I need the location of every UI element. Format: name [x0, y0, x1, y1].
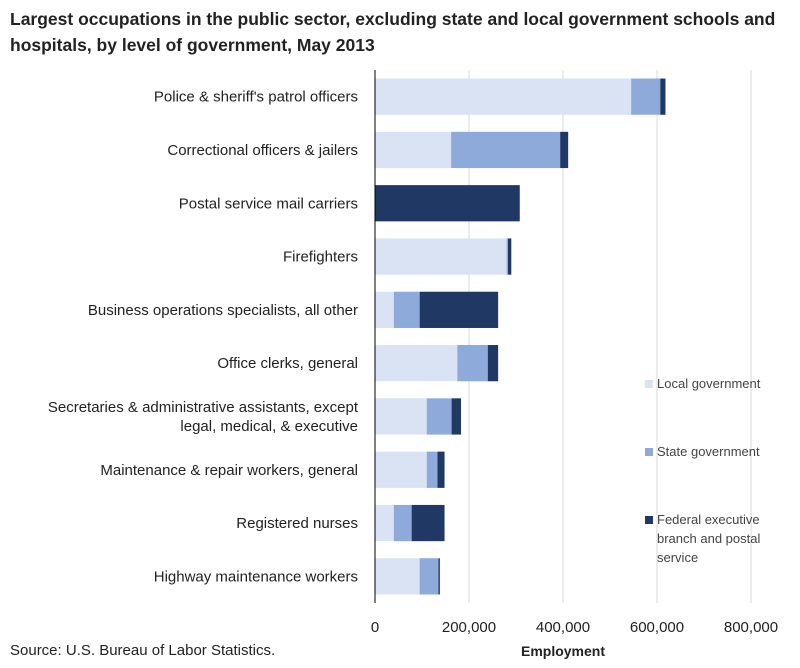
category-label: Correctional officers & jailers: [167, 142, 358, 159]
bar-state: [506, 238, 509, 275]
legend-label-federal: Federal executive branch and postal servic…: [657, 512, 760, 565]
category-label: Registered nurses: [236, 515, 358, 532]
x-tick-label: 800,000: [724, 619, 778, 636]
bar-federal: [437, 451, 445, 488]
bar-state: [393, 504, 412, 542]
category-label: Highway maintenance workers: [154, 568, 358, 585]
x-tick-label: 600,000: [630, 619, 684, 636]
bar-local: [375, 78, 632, 115]
x-axis-title: Employment: [521, 643, 605, 659]
chart-title: Largest occupations in the public sector…: [10, 9, 776, 55]
source-note: Source: U.S. Bureau of Labor Statistics.: [10, 642, 276, 659]
category-label: Firefighters: [283, 249, 358, 266]
x-tick-label: 400,000: [536, 619, 590, 636]
bar-local: [375, 504, 394, 542]
bar-state: [419, 558, 439, 595]
category-label: Business operations specialists, all oth…: [88, 302, 358, 319]
legend: Local government State government Federal …: [645, 376, 761, 565]
bar-local: [375, 291, 394, 328]
bar-federal: [411, 504, 445, 542]
bar-local: [375, 451, 427, 488]
x-tick-label: 200,000: [442, 619, 496, 636]
bar-federal: [487, 345, 499, 382]
bar-local: [375, 398, 427, 435]
bar-state: [426, 451, 438, 488]
bar-state: [631, 78, 661, 115]
bar-local: [375, 345, 458, 382]
bar-state: [451, 131, 561, 169]
legend-swatch-state: [645, 448, 653, 456]
legend-label-state: State government: [657, 444, 760, 459]
bar-federal: [660, 78, 666, 115]
category-label: Secretaries & administrative assistants,…: [48, 399, 359, 435]
bar-federal: [375, 185, 520, 222]
legend-swatch-local: [645, 380, 653, 388]
bar-local: [375, 558, 420, 595]
bar-state: [457, 345, 488, 382]
legend-label-local: Local government: [657, 376, 761, 391]
x-tick-label: 0: [371, 619, 379, 636]
bar-federal: [451, 398, 462, 435]
bar-federal: [438, 558, 440, 595]
bar-federal: [508, 238, 512, 275]
bar-state: [393, 291, 420, 328]
category-label: Postal service mail carriers: [179, 195, 358, 212]
category-label: Maintenance & repair workers, general: [100, 462, 358, 479]
x-tick-labels: 0 200,000 400,000 600,000 800,000: [371, 619, 778, 636]
category-label: Office clerks, general: [217, 355, 358, 372]
bar-local: [375, 238, 507, 275]
bar-federal: [560, 131, 569, 169]
category-labels: Police & sheriff's patrol officers Correc…: [48, 89, 359, 586]
bar-local: [375, 131, 452, 169]
bar-state: [426, 398, 452, 435]
legend-swatch-federal: [645, 516, 653, 524]
bar-federal: [419, 291, 499, 328]
bars: [375, 78, 666, 595]
category-label: Police & sheriff's patrol officers: [154, 89, 358, 106]
